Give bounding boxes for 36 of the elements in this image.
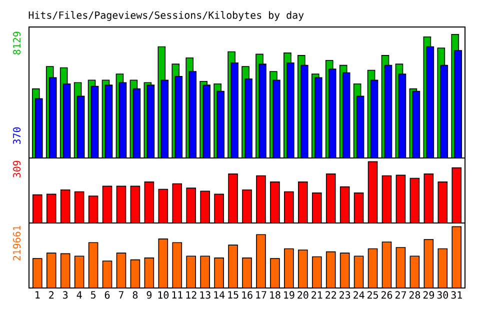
x-tick-label: 28 [409,291,420,299]
x-tick-label: 29 [423,291,434,299]
x-tick-label: 31 [451,291,462,299]
x-tick-label: 26 [381,291,392,299]
x-tick-label: 3 [63,291,68,299]
x-tick-label: 1 [36,291,40,298]
x-tick-label: 6 [104,291,110,299]
x-tick-label: 20 [298,291,308,299]
x-tick-label: 8 [132,291,138,299]
x-tick-label: 27 [395,291,406,299]
text: 370 [13,127,21,144]
x-tick-label: 19 [284,291,294,299]
x-tick-label: 15 [228,291,238,299]
x-tick-label: 2 [49,291,54,299]
chart-title: Hits/Files/Pageviews/Sessions/Kilobytes by day [28,11,304,21]
x-tick-label: 21 [312,291,322,299]
x-tick-label: 14 [214,291,225,298]
x-tick-label: 17 [256,291,266,298]
x-tick-label: 4 [76,291,82,298]
x-tick-label: 5 [90,291,96,299]
x-tick-label: 30 [437,291,448,299]
text: 219661 [13,226,21,260]
x-tick-label: 24 [354,291,364,299]
text: 8129 [13,32,21,54]
x-tick-label: 11 [172,291,182,298]
x-tick-label: 12 [186,291,196,299]
x-tick-label: 9 [146,291,152,299]
x-tick-label: 18 [270,291,280,299]
x-tick-label: 25 [368,291,378,299]
x-tick-label: 16 [242,291,252,299]
x-tick-label: 13 [200,291,210,299]
x-tick-label: 10 [158,291,169,299]
text: 309 [13,160,21,178]
x-tick-label: 22 [326,291,336,299]
x-tick-label: 7 [118,291,124,298]
x-tick-label: 23 [340,291,350,299]
